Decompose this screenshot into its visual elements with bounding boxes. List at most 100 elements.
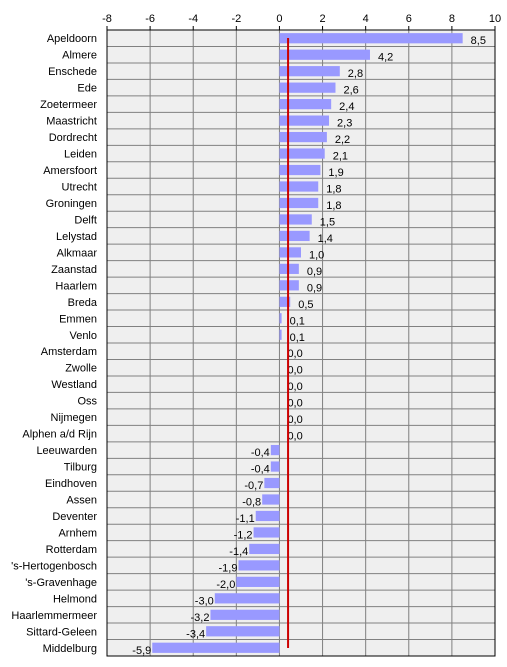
category-label: Rotterdam	[46, 544, 97, 556]
category-label: Utrecht	[62, 182, 97, 194]
bar	[279, 313, 282, 324]
category-label: Groningen	[46, 198, 97, 210]
bar	[279, 197, 319, 209]
value-label: 0,0	[287, 414, 302, 426]
bar	[264, 477, 280, 489]
value-label: -0,4	[251, 447, 270, 459]
bar	[249, 543, 280, 555]
bar	[253, 527, 280, 538]
value-label: 0,1	[290, 315, 305, 327]
value-label: -3,2	[190, 612, 209, 624]
category-label: Helmond	[53, 593, 97, 605]
value-label: 0,1	[290, 332, 305, 344]
category-label: Oss	[77, 396, 97, 408]
value-label: 2,2	[335, 134, 350, 146]
value-label: 2,3	[337, 118, 352, 130]
value-label: 1,4	[318, 233, 333, 245]
plot-border	[106, 29, 496, 657]
category-label: Eindhoven	[45, 478, 97, 490]
value-label: 1,8	[326, 184, 341, 196]
bar	[279, 214, 312, 225]
bar	[279, 181, 319, 192]
category-label: Breda	[68, 297, 98, 309]
value-label: 4,2	[378, 52, 393, 64]
category-label: Alphen a/d Rijn	[22, 429, 97, 441]
bars	[152, 33, 463, 653]
bar	[279, 115, 330, 126]
category-label: Lelystad	[56, 231, 97, 243]
category-label: Almere	[62, 50, 97, 62]
value-label: 0,0	[287, 381, 302, 393]
value-label: 2,6	[343, 85, 358, 97]
x-tick-label: 8	[449, 13, 455, 25]
bar	[279, 230, 310, 242]
category-label: Assen	[66, 495, 97, 507]
value-label: 1,8	[326, 200, 341, 212]
category-label: Middelburg	[43, 643, 97, 655]
bar	[279, 49, 370, 60]
bar	[214, 593, 280, 604]
bar	[152, 642, 280, 653]
x-tick-label: -8	[102, 13, 112, 25]
value-label: -0,8	[242, 497, 261, 509]
value-label: 8,5	[471, 35, 486, 47]
value-label: -1,9	[219, 562, 238, 574]
category-label: Amersfoort	[43, 165, 97, 177]
x-tick-label: -4	[188, 13, 198, 25]
category-label: Westland	[51, 379, 97, 391]
value-label: 1,9	[328, 167, 343, 179]
value-label: 0,9	[307, 282, 322, 294]
x-tick-label: 4	[363, 13, 369, 25]
category-label: Ede	[77, 83, 97, 95]
category-label: Emmen	[59, 313, 97, 325]
bar	[270, 461, 280, 472]
bar	[279, 263, 299, 274]
bar	[279, 247, 301, 258]
category-label: Zaanstad	[51, 264, 97, 276]
category-label: Sittard-Geleen	[26, 626, 97, 638]
value-label: 1,5	[320, 216, 335, 228]
value-label: 2,4	[339, 101, 354, 113]
bar	[206, 626, 280, 637]
bar	[236, 576, 280, 587]
x-tick-label: 2	[319, 13, 325, 25]
bar	[279, 131, 327, 143]
bar	[279, 82, 336, 93]
value-label: 1,0	[309, 249, 324, 261]
category-label: Arnhem	[58, 527, 97, 539]
category-label: Deventer	[52, 511, 97, 523]
bar	[238, 560, 280, 571]
value-label: -3,4	[186, 628, 205, 640]
value-label: -1,1	[236, 513, 255, 525]
bar	[279, 99, 332, 110]
category-label: Leiden	[64, 149, 97, 161]
bar	[279, 148, 325, 159]
category-label: Delft	[74, 214, 97, 226]
value-label: -2,0	[216, 579, 235, 591]
value-label: -1,2	[234, 529, 253, 541]
bar	[255, 510, 280, 522]
bar	[270, 444, 280, 456]
x-axis: -8 -6 -4 -2 0 2 4 6 8 10	[102, 13, 501, 30]
category-label: 's-Hertogenbosch	[11, 560, 97, 572]
category-label: Enschede	[48, 66, 97, 78]
category-label: Venlo	[69, 330, 97, 342]
category-label: Alkmaar	[57, 247, 98, 259]
x-tick-label: -2	[231, 13, 241, 25]
bar	[279, 329, 282, 340]
x-tick-label: 0	[276, 13, 282, 25]
value-label: -0,7	[244, 480, 263, 492]
value-label: 2,8	[348, 68, 363, 80]
bar	[279, 164, 321, 176]
bar	[279, 66, 340, 77]
category-label: Leeuwarden	[36, 445, 97, 457]
category-label: Haarlem	[55, 280, 97, 292]
value-label: 0,0	[287, 431, 302, 443]
value-label: -0,4	[251, 464, 270, 476]
category-label: Zwolle	[65, 363, 97, 375]
category-label: Nijmegen	[51, 412, 97, 424]
x-tick-label: 6	[406, 13, 412, 25]
category-label: Haarlemmermeer	[11, 610, 97, 622]
